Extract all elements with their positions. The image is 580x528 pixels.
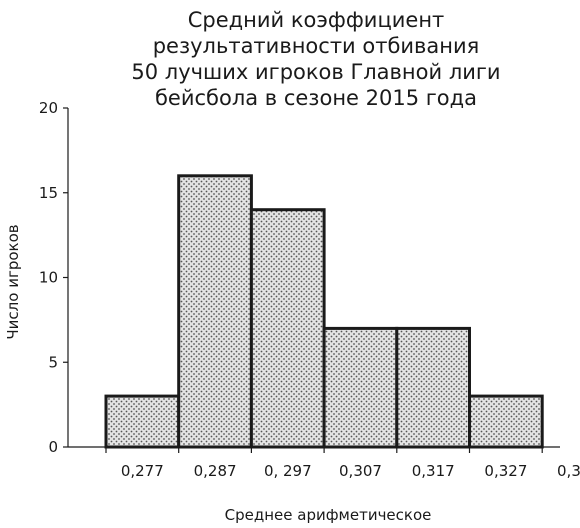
x-tick-label: 0,287 bbox=[194, 462, 237, 480]
y-tick-label: 5 bbox=[48, 353, 58, 371]
x-tick-labels: 0,277 0,287 0, 297 0,307 0,317 0,327 0,337 bbox=[105, 447, 580, 480]
x-tick-label: 0,307 bbox=[339, 462, 382, 480]
x-tick-label: 0,327 bbox=[484, 462, 527, 480]
y-tick-label: 10 bbox=[39, 269, 58, 287]
chart-title: Средний коэффициент результативности отб… bbox=[131, 8, 500, 110]
x-tick-label: 0,337 bbox=[557, 462, 580, 480]
histogram-bar bbox=[104, 394, 181, 449]
y-tick-label: 15 bbox=[39, 184, 58, 202]
y-tick-label: 20 bbox=[39, 99, 58, 117]
histogram-bar bbox=[468, 394, 544, 449]
histogram-bar bbox=[249, 208, 326, 449]
y-tick-label: 0 bbox=[48, 438, 58, 456]
histogram-bar bbox=[322, 326, 399, 449]
chart-title-line-2: результативности отбивания bbox=[153, 34, 480, 58]
bars-layer bbox=[104, 174, 544, 449]
chart-title-line-4: бейсбола в сезоне 2015 года bbox=[155, 86, 477, 110]
histogram-bar bbox=[395, 326, 471, 449]
chart-title-line-3: 50 лучших игроков Главной лиги bbox=[131, 60, 500, 84]
x-tick-label: 0,277 bbox=[121, 462, 164, 480]
y-axis-label: Число игроков bbox=[4, 224, 22, 339]
y-tick-labels: 0 5 10 15 20 bbox=[39, 99, 68, 456]
x-tick-label: 0,317 bbox=[412, 462, 455, 480]
chart-title-line-1: Средний коэффициент bbox=[188, 8, 445, 32]
histogram-bar bbox=[177, 174, 253, 449]
x-axis-label: Среднее арифметическое bbox=[225, 506, 432, 524]
x-tick-label: 0, 297 bbox=[264, 462, 312, 480]
